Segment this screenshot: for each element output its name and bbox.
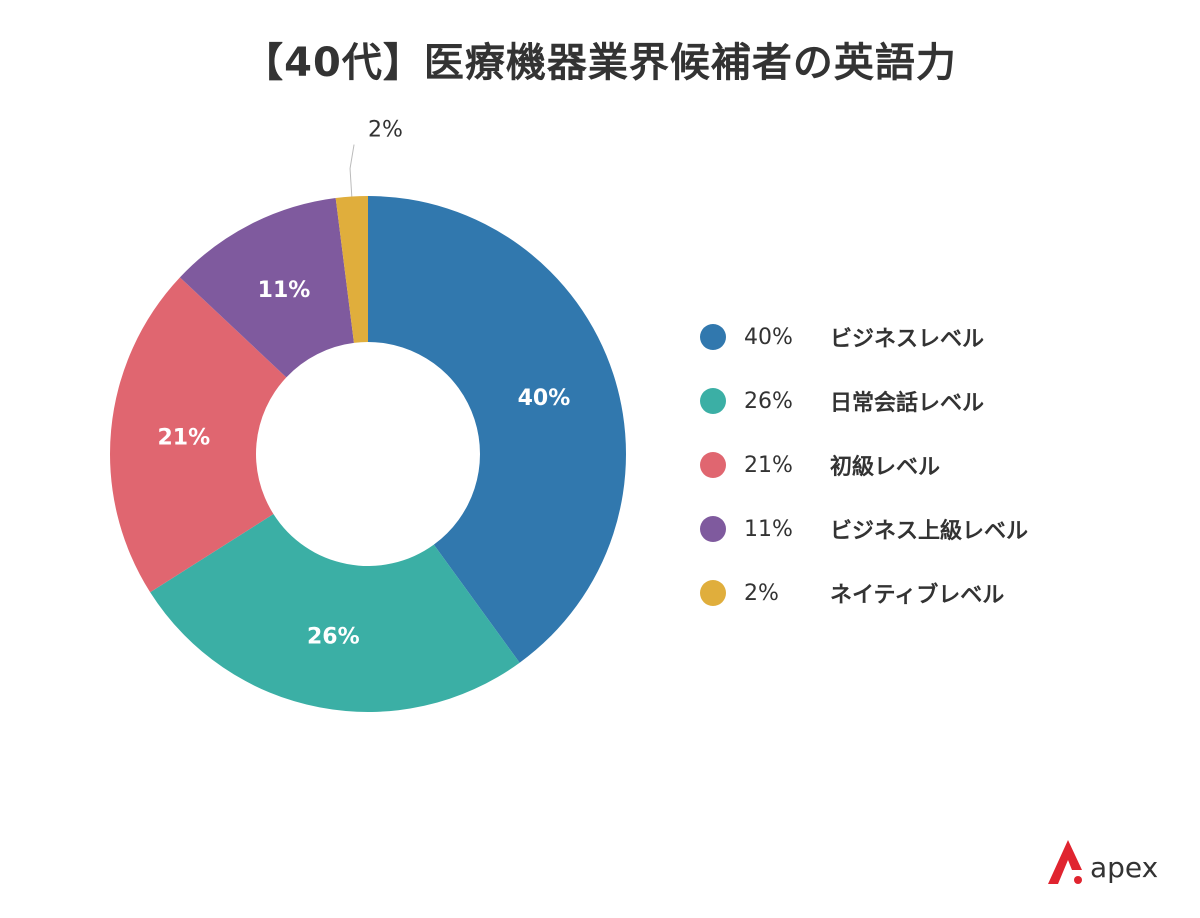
legend-item: 40% ビジネスレベル	[700, 305, 1028, 369]
legend-label: 日常会話レベル	[830, 391, 985, 416]
pie-slice	[109, 277, 287, 593]
pie-slice	[150, 514, 520, 713]
legend-swatch	[700, 388, 726, 414]
legend-percent: 11%	[744, 516, 793, 542]
callout-line	[349, 144, 355, 197]
legend-swatch	[700, 516, 726, 542]
legend-swatch	[700, 452, 726, 478]
slice-value-label: 11%	[258, 278, 311, 303]
pie-slice	[368, 196, 627, 663]
pie-slice	[335, 196, 368, 343]
pie-slice	[179, 198, 354, 378]
legend-swatch	[700, 324, 726, 350]
legend-label: ネイティブレベル	[830, 583, 1005, 608]
legend-swatch	[700, 580, 726, 606]
apex-logo-icon	[1048, 840, 1082, 884]
legend-item: 26% 日常会話レベル	[700, 369, 1028, 433]
slice-value-label: 40%	[518, 386, 571, 411]
legend-percent: 21%	[744, 452, 793, 478]
chart-title: 【40代】医療機器業界候補者の英語力	[243, 40, 957, 86]
legend-label: ビジネス上級レベル	[830, 519, 1029, 544]
apex-logo: apex	[1042, 836, 1158, 886]
legend: 40% ビジネスレベル 26% 日常会話レベル 21% 初級レベル 11% ビジ…	[700, 305, 1028, 625]
slice-value-label: 21%	[157, 426, 210, 451]
legend-label: 初級レベル	[830, 455, 941, 480]
legend-item: 11% ビジネス上級レベル	[700, 497, 1028, 561]
legend-label: ビジネスレベル	[830, 327, 985, 352]
legend-item: 2% ネイティブレベル	[700, 561, 1028, 625]
logo-text: apex	[1090, 851, 1159, 884]
slice-value-label: 2%	[368, 118, 403, 143]
legend-percent: 26%	[744, 388, 793, 414]
slice-value-label: 26%	[307, 625, 360, 650]
legend-percent: 40%	[744, 324, 793, 350]
legend-percent: 2%	[744, 580, 779, 606]
legend-item: 21% 初級レベル	[700, 433, 1028, 497]
